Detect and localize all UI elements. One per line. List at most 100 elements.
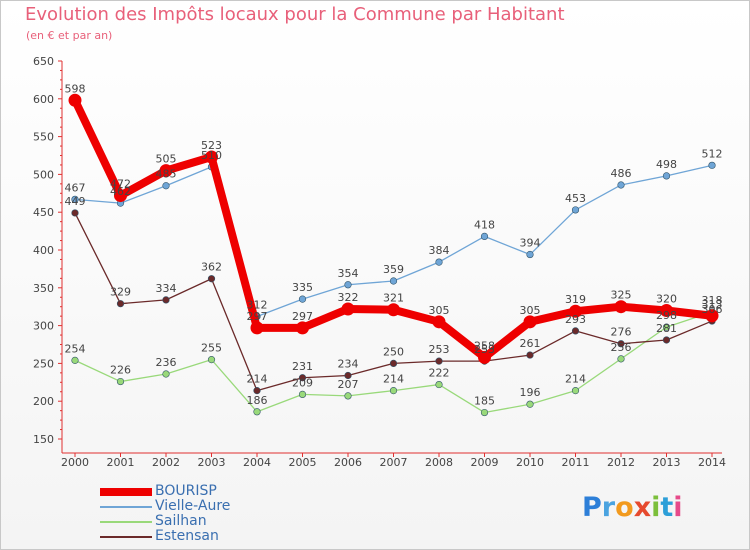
data-label: 258: [474, 339, 495, 352]
legend-swatch: [100, 488, 152, 496]
x-tick-label: 2014: [698, 456, 726, 469]
y-tick-label: 150: [33, 433, 54, 446]
data-label: 486: [611, 167, 632, 180]
data-label: 185: [474, 395, 495, 408]
data-point: [478, 350, 491, 364]
data-point: [662, 172, 671, 180]
data-label: 297: [292, 310, 313, 323]
data-point: [71, 356, 79, 364]
data-label: 325: [611, 289, 632, 302]
data-label: 236: [156, 356, 177, 369]
data-label: 261: [520, 337, 541, 350]
data-point: [569, 304, 582, 318]
data-point: [341, 302, 355, 316]
data-label: 313: [702, 298, 723, 311]
data-label: 196: [520, 386, 541, 399]
data-label: 214: [565, 373, 586, 386]
data-label: 523: [201, 139, 222, 152]
legend-swatch: [100, 506, 152, 508]
x-tick-label: 2003: [198, 456, 226, 469]
data-label: 319: [565, 293, 586, 306]
data-point: [162, 182, 170, 190]
data-point: [162, 296, 170, 304]
x-tick-label: 2009: [471, 456, 499, 469]
data-label: 250: [383, 345, 404, 358]
data-label: 222: [429, 367, 450, 380]
data-point: [71, 195, 79, 203]
data-label: 231: [292, 360, 313, 373]
data-point: [298, 295, 307, 303]
y-tick-label: 400: [33, 244, 54, 257]
y-tick-label: 600: [33, 93, 54, 106]
data-label: 255: [201, 342, 222, 355]
x-tick-label: 2008: [425, 456, 453, 469]
legend-label: BOURISP: [155, 483, 217, 499]
x-tick-label: 2012: [607, 456, 635, 469]
legend-label: Vielle-Aure: [155, 498, 231, 514]
data-point: [614, 300, 628, 314]
data-label: 467: [65, 181, 86, 194]
x-tick-label: 2002: [152, 456, 180, 469]
data-point: [523, 315, 537, 329]
data-point: [344, 281, 352, 289]
data-point: [159, 164, 173, 178]
data-label: 253: [429, 343, 450, 356]
legend-label: Sailhan: [155, 513, 207, 529]
data-point: [435, 258, 443, 266]
data-label: 453: [565, 192, 586, 205]
data-label: 298: [656, 309, 677, 322]
y-tick-label: 650: [33, 55, 54, 68]
data-label: 449: [65, 195, 86, 208]
x-tick-label: 2004: [243, 456, 271, 469]
data-label: 293: [565, 313, 586, 326]
y-tick-label: 550: [33, 131, 54, 144]
x-tick-label: 2011: [562, 456, 590, 469]
data-point: [250, 321, 264, 335]
data-point: [116, 300, 125, 308]
data-label: 384: [429, 244, 450, 257]
data-label: 354: [338, 267, 359, 280]
data-label: 253: [474, 343, 495, 356]
data-point: [526, 250, 534, 259]
legend-swatch: [100, 536, 152, 538]
data-point: [660, 303, 673, 317]
data-label: 512: [702, 147, 723, 160]
data-point: [617, 340, 625, 348]
data-label: 359: [383, 263, 404, 276]
legend-swatch: [100, 521, 152, 523]
data-label: 306: [702, 303, 723, 316]
data-point: [298, 374, 307, 382]
data-label: 498: [656, 158, 677, 171]
y-tick-label: 350: [33, 282, 54, 295]
data-label: 276: [611, 326, 632, 339]
data-label: 305: [429, 304, 450, 317]
data-point: [389, 277, 398, 285]
data-point: [162, 370, 170, 378]
data-label: 320: [656, 292, 677, 305]
data-point: [71, 209, 79, 217]
data-point: [253, 387, 261, 395]
data-point: [387, 303, 400, 317]
data-point: [432, 315, 446, 329]
data-label: 394: [520, 237, 541, 250]
y-tick-label: 250: [33, 357, 54, 370]
data-label: 256: [611, 341, 632, 354]
data-point: [662, 336, 671, 344]
data-point: [389, 387, 398, 395]
x-tick-label: 2005: [289, 456, 317, 469]
data-point: [480, 232, 489, 240]
data-label: 485: [156, 168, 177, 181]
data-point: [205, 150, 218, 164]
data-label: 598: [65, 82, 86, 95]
data-label: 322: [338, 291, 359, 304]
data-label: 281: [656, 322, 677, 335]
data-label: 462: [110, 185, 131, 198]
data-point: [662, 323, 671, 331]
data-label: 362: [201, 261, 222, 274]
data-point: [526, 351, 534, 359]
data-point: [705, 309, 719, 323]
data-label: 297: [247, 310, 268, 323]
data-point: [207, 275, 216, 283]
